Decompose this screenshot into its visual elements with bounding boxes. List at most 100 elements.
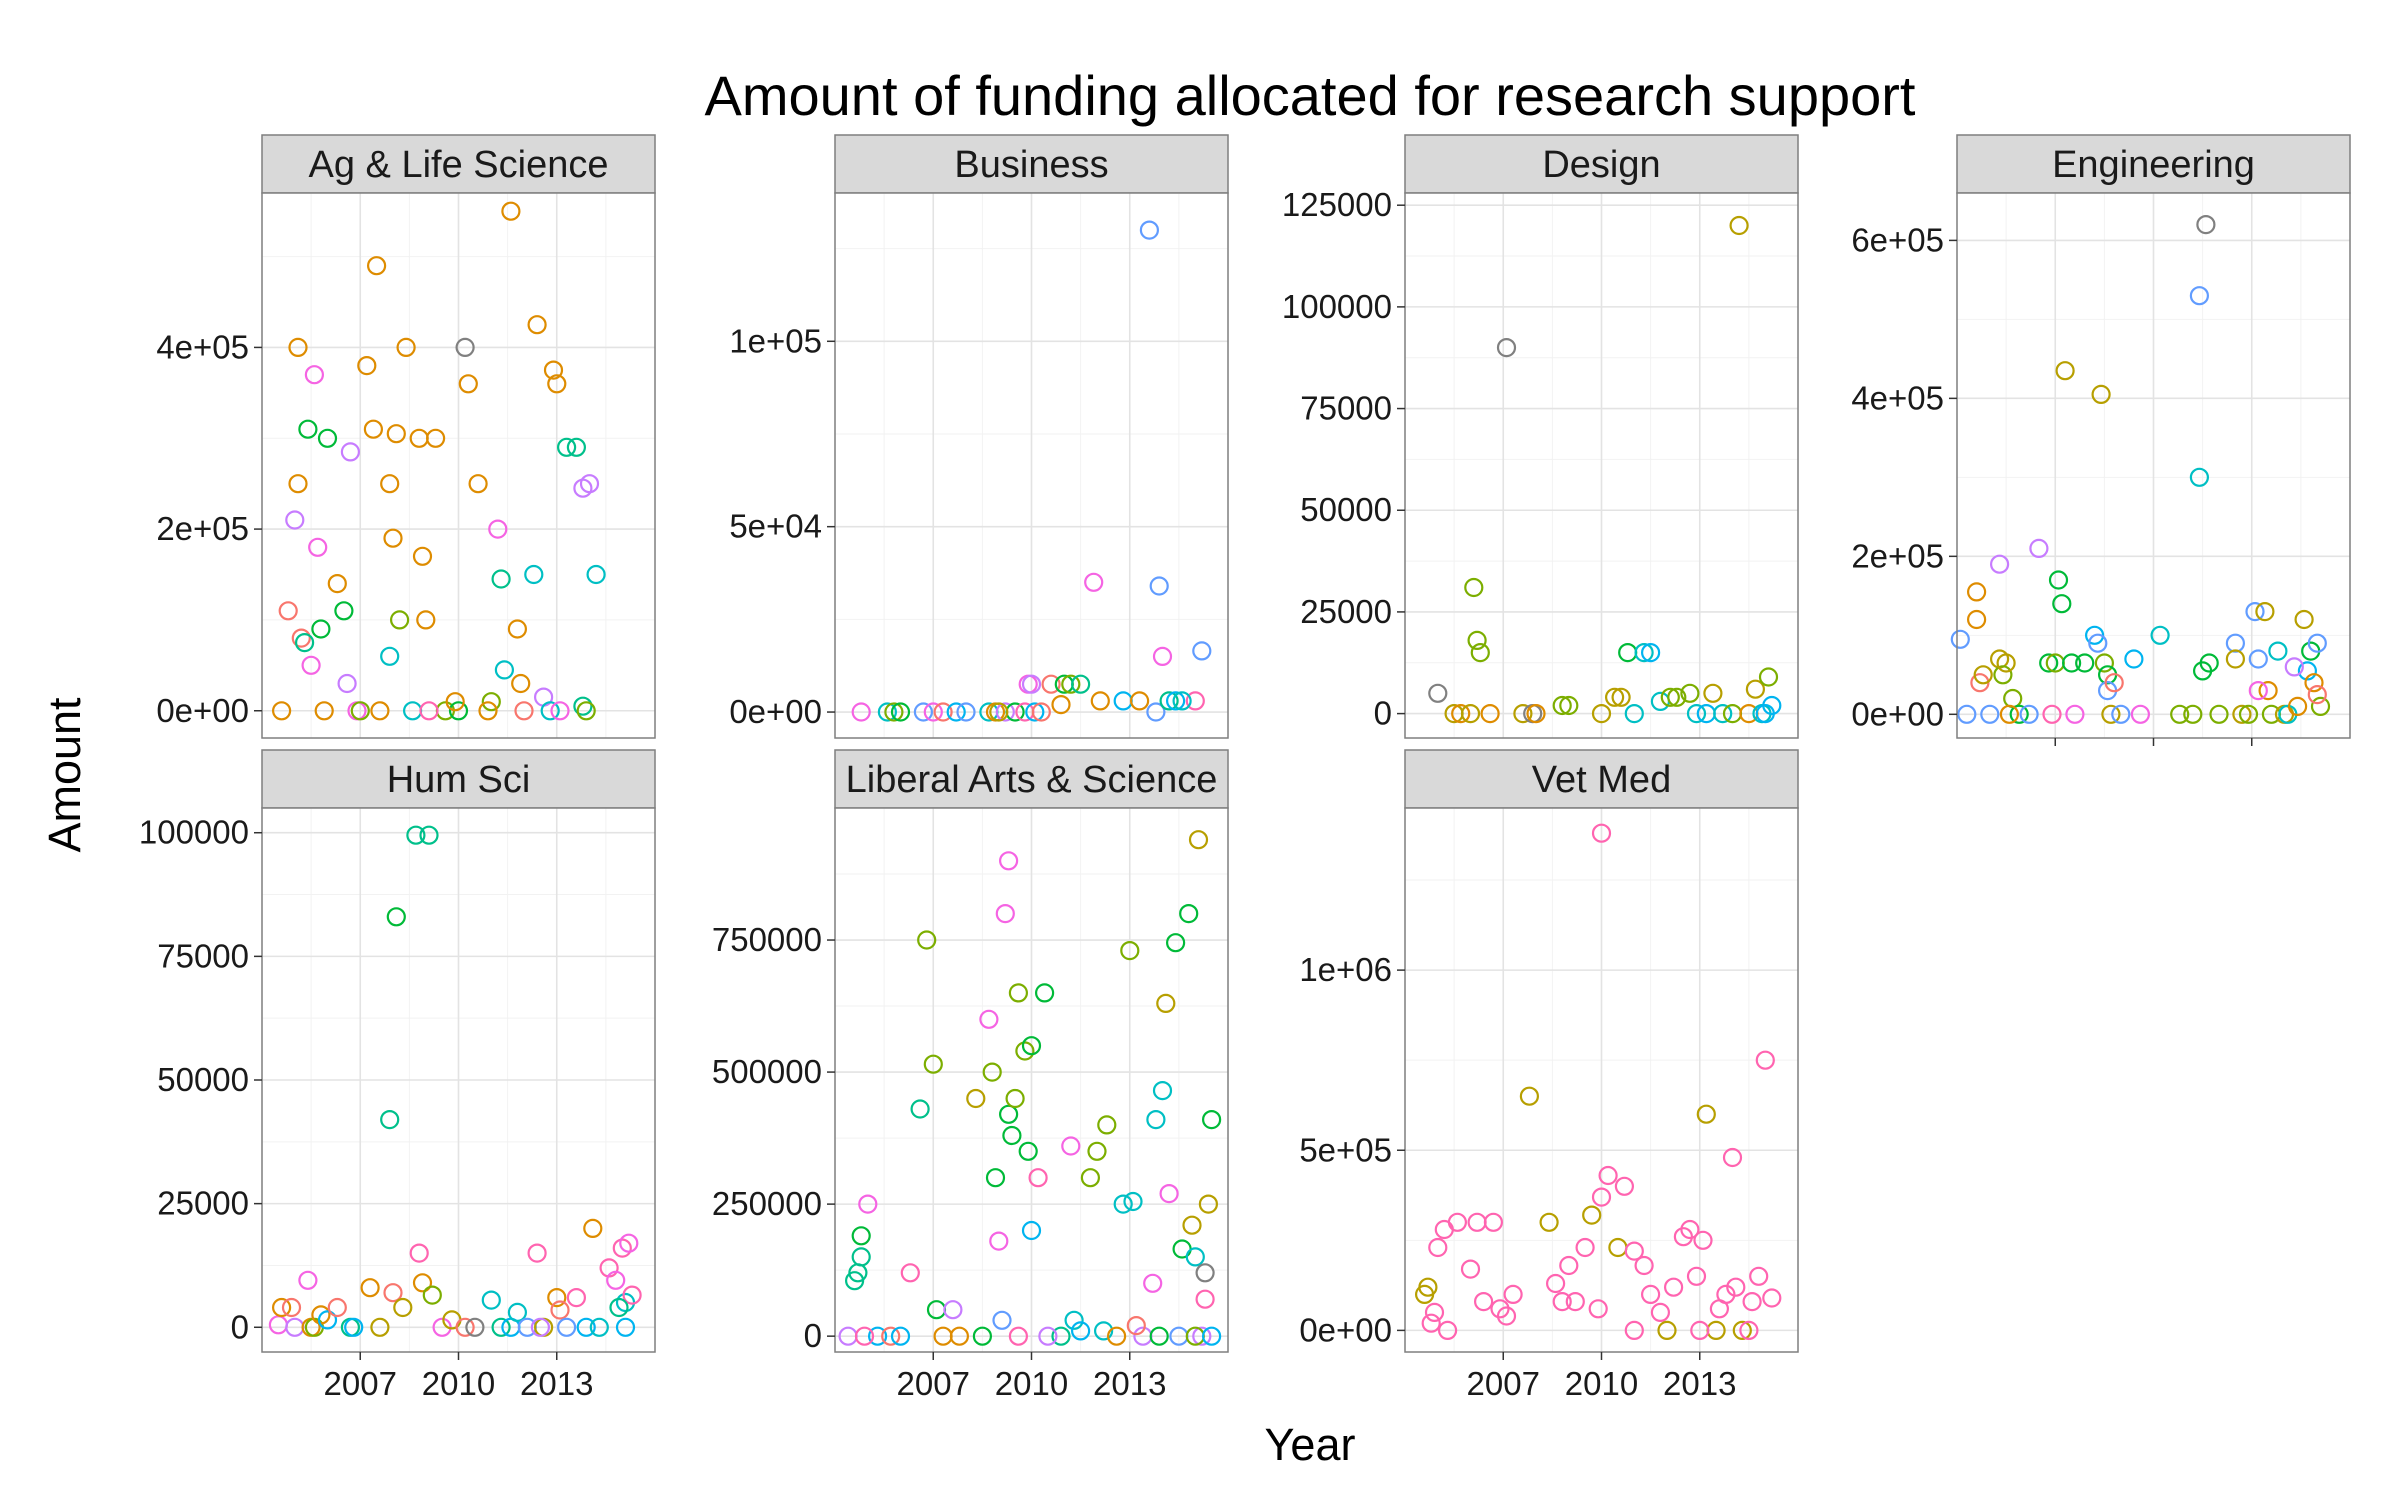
data-point	[1428, 1237, 1448, 1258]
data-point	[1722, 1147, 1743, 1168]
facet-strip-vet-med	[1404, 749, 1799, 809]
y-tick-label: 250000	[712, 1185, 822, 1222]
data-point	[923, 1054, 943, 1074]
data-point	[1087, 1141, 1107, 1161]
data-point	[288, 474, 308, 494]
data-point	[367, 256, 387, 276]
data-point	[998, 851, 1019, 871]
data-point	[1152, 1080, 1173, 1101]
data-point	[2304, 673, 2324, 693]
data-point	[877, 702, 898, 722]
data-point	[2307, 684, 2327, 705]
data-point	[2055, 361, 2075, 381]
data-point	[1713, 703, 1733, 724]
data-point	[380, 474, 400, 494]
y-tick-label: 100000	[1282, 288, 1392, 325]
data-point	[1447, 1212, 1468, 1232]
data-point	[995, 903, 1015, 924]
data-point	[1758, 667, 1779, 687]
data-point	[1703, 683, 1723, 703]
data-point	[913, 702, 934, 722]
data-point	[576, 1317, 596, 1337]
data-point	[1437, 1320, 1458, 1341]
data-point	[566, 1287, 587, 1308]
data-point	[481, 1290, 501, 1310]
data-point	[1120, 940, 1140, 961]
data-point	[1031, 702, 1051, 722]
data-point	[2288, 696, 2308, 717]
data-point	[1693, 1230, 1713, 1250]
data-point	[2091, 384, 2111, 404]
data-point	[272, 701, 292, 721]
data-point	[527, 1243, 547, 1263]
data-point	[1185, 1247, 1205, 1267]
data-point	[858, 1194, 878, 1214]
data-point	[514, 701, 534, 721]
data-point	[406, 825, 426, 845]
data-point	[393, 1297, 413, 1318]
data-point	[2029, 538, 2049, 559]
data-point	[573, 696, 593, 716]
data-point	[2196, 215, 2216, 235]
facet-strip-ag-life-science	[261, 134, 656, 194]
data-point	[317, 1310, 338, 1330]
facet-strip-label: Liberal Arts & Science	[846, 759, 1218, 801]
data-point	[1650, 1302, 1671, 1323]
x-tick-label: 2013	[520, 1365, 593, 1402]
data-point	[327, 1297, 347, 1318]
data-point	[1634, 642, 1654, 663]
data-point	[1680, 1219, 1700, 1240]
data-point	[426, 428, 446, 448]
data-point	[1093, 1321, 1114, 1341]
data-point	[1028, 1168, 1048, 1188]
data-point	[2130, 704, 2150, 724]
data-point	[1470, 642, 1490, 663]
data-point	[1034, 983, 1055, 1003]
y-tick-label: 500000	[712, 1053, 822, 1090]
data-point	[1070, 1321, 1091, 1341]
data-point	[2307, 633, 2327, 653]
data-point	[556, 1317, 577, 1337]
data-point	[1418, 1277, 1438, 1297]
data-point	[854, 1326, 875, 1346]
data-point	[511, 673, 531, 694]
data-point	[363, 419, 383, 439]
data-point	[311, 619, 331, 639]
facet-strip-label: Business	[954, 144, 1108, 186]
data-point	[1201, 1109, 1222, 1130]
data-point	[1503, 1284, 1523, 1305]
data-point	[606, 1270, 626, 1290]
data-point	[2088, 633, 2108, 653]
data-point	[1139, 220, 1160, 240]
data-point	[383, 528, 403, 548]
data-point	[491, 569, 511, 589]
data-point	[386, 907, 406, 927]
data-point	[350, 701, 370, 721]
data-point	[491, 1317, 511, 1337]
y-tick-label: 1e+05	[729, 322, 822, 359]
data-point	[1149, 576, 1169, 596]
data-point	[1192, 1326, 1212, 1346]
data-point	[1126, 1315, 1146, 1336]
data-point	[1726, 1277, 1746, 1297]
data-point	[1575, 1237, 1595, 1258]
data-point	[1582, 1205, 1602, 1225]
data-point	[494, 660, 514, 680]
facet-panel-border	[834, 192, 1229, 739]
y-tick-label: 750000	[712, 921, 822, 958]
data-point	[1980, 704, 2000, 724]
data-point	[419, 825, 439, 845]
y-tick-label: 25000	[157, 1185, 249, 1222]
data-point	[998, 1104, 1019, 1124]
x-tick-label: 2010	[422, 1365, 495, 1402]
data-point	[1113, 1194, 1133, 1214]
data-point	[566, 437, 587, 457]
data-point	[985, 1168, 1006, 1188]
data-point	[2052, 594, 2072, 614]
data-point	[478, 701, 498, 721]
data-point	[979, 1009, 999, 1029]
data-point	[1989, 554, 2010, 574]
facet-strip-design	[1404, 134, 1799, 194]
y-tick-label: 25000	[1300, 593, 1392, 630]
data-point	[272, 1297, 292, 1318]
